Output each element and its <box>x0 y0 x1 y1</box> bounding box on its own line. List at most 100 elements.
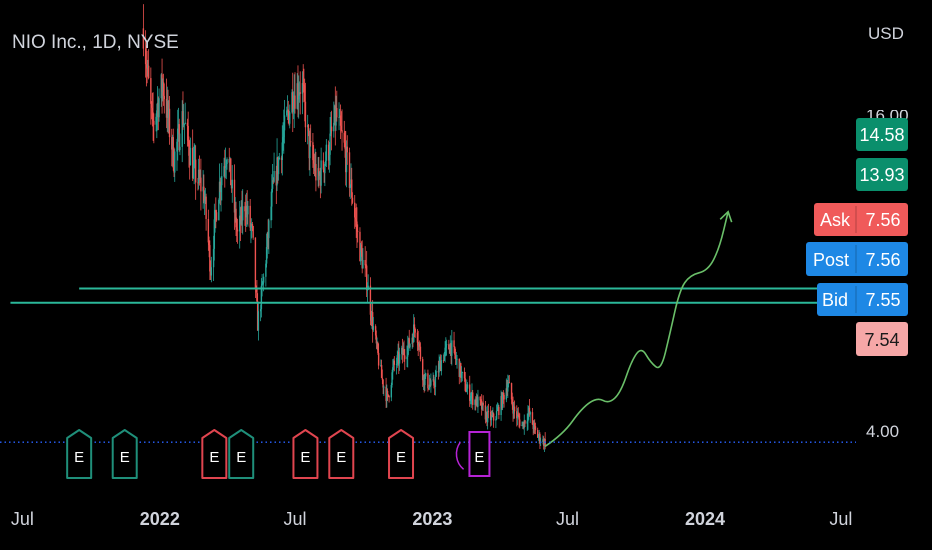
candle <box>475 393 478 406</box>
candle <box>168 100 170 134</box>
candle <box>287 100 289 124</box>
candle <box>188 139 191 180</box>
candle <box>183 104 185 128</box>
last-price-value: 7.54 <box>864 330 899 350</box>
candle <box>497 403 499 412</box>
earnings-marker[interactable]: E <box>388 429 415 479</box>
candle <box>153 113 155 144</box>
candle <box>454 346 456 359</box>
candle <box>267 219 269 250</box>
candle <box>183 123 186 144</box>
candle <box>401 345 403 360</box>
candle <box>220 176 222 212</box>
candle <box>529 410 531 423</box>
time-axis[interactable]: Jul 2022 Jul 2023 Jul 2024 Jul <box>11 509 853 529</box>
candle <box>398 347 401 371</box>
ask-quote[interactable]: Ask 7.56 <box>814 203 908 236</box>
candle <box>283 109 285 154</box>
candle <box>215 197 217 229</box>
bid-quote[interactable]: Bid 7.55 <box>817 283 908 316</box>
candle <box>309 124 312 147</box>
candle <box>318 156 320 189</box>
candle <box>247 201 249 227</box>
projection-arrow[interactable] <box>544 210 733 447</box>
candle <box>345 130 347 186</box>
symbol-title[interactable]: NIO Inc., 1D, NYSE <box>12 32 179 53</box>
candle <box>422 374 425 391</box>
earnings-marker[interactable]: E <box>448 426 504 482</box>
candle <box>444 341 446 363</box>
candle <box>259 304 262 322</box>
earnings-marker[interactable]: E <box>201 429 228 479</box>
earnings-marker[interactable]: E <box>328 429 355 479</box>
candle <box>341 109 343 151</box>
candle <box>252 225 254 240</box>
candle <box>532 420 534 436</box>
candle <box>427 387 430 391</box>
candle <box>502 390 505 404</box>
candle <box>362 248 364 269</box>
candle <box>144 30 147 78</box>
candle <box>411 333 413 349</box>
candle <box>522 421 525 430</box>
candle <box>203 190 206 216</box>
candle <box>542 435 544 445</box>
post-label: Post <box>813 250 849 270</box>
candle <box>322 152 325 173</box>
candle <box>318 171 321 180</box>
earnings-marker[interactable]: E <box>66 429 93 479</box>
candle <box>523 414 525 435</box>
post-quote[interactable]: Post 7.56 <box>806 242 908 276</box>
candle <box>418 340 421 352</box>
candle <box>450 342 452 364</box>
post-badge <box>806 242 908 276</box>
candle <box>273 152 275 183</box>
candle <box>150 101 153 120</box>
earnings-marker[interactable]: E <box>292 429 319 479</box>
candle <box>465 384 467 393</box>
candle <box>432 372 434 382</box>
earnings-marker[interactable]: E <box>228 429 255 479</box>
last-price-quote: 7.54 <box>856 322 908 356</box>
candle <box>475 396 477 411</box>
candle <box>165 78 168 129</box>
projection-curve[interactable] <box>544 211 729 447</box>
candle <box>387 394 390 397</box>
candle <box>147 59 149 77</box>
earnings-marker[interactable]: E <box>111 429 138 479</box>
candle <box>461 371 463 382</box>
candle <box>214 209 216 233</box>
candle <box>276 138 278 191</box>
candle <box>408 329 410 349</box>
candle <box>230 158 232 186</box>
candle <box>271 174 273 221</box>
candle <box>406 345 408 368</box>
candle <box>396 350 398 368</box>
candle <box>492 407 494 418</box>
candle <box>536 427 539 439</box>
candle <box>404 348 406 370</box>
candle <box>265 233 268 268</box>
candle <box>309 128 311 176</box>
ask-label: Ask <box>820 210 851 230</box>
candle <box>277 156 279 184</box>
candle <box>209 240 211 281</box>
candle <box>302 64 304 103</box>
candle <box>173 147 175 178</box>
candle <box>480 394 483 416</box>
candle <box>424 372 427 379</box>
candle <box>433 374 435 389</box>
price-axis-mask <box>858 0 932 110</box>
candle <box>417 330 419 357</box>
candle <box>224 149 226 188</box>
candle <box>142 4 145 57</box>
candle <box>304 82 307 142</box>
candle <box>152 92 154 141</box>
candle <box>325 139 328 168</box>
horizontal-levels[interactable] <box>10 287 856 304</box>
candle <box>439 354 442 372</box>
candle <box>439 356 441 370</box>
candle <box>348 147 351 197</box>
